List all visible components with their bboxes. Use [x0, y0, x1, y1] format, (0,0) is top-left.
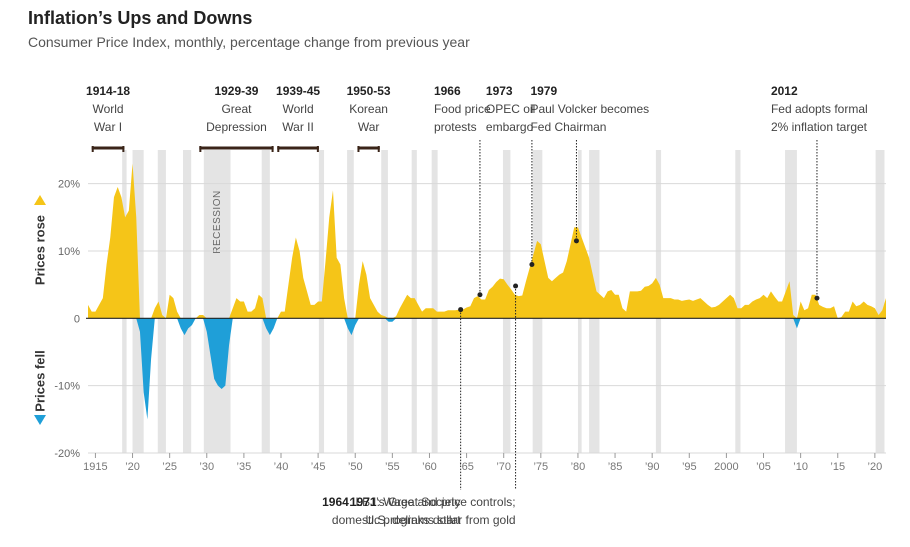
annotation-dot: [573, 238, 579, 244]
period-label: Depression: [206, 120, 267, 134]
period-label: War: [358, 120, 380, 134]
x-tick-label: ’80: [571, 461, 586, 473]
recession-band: [431, 150, 438, 453]
recession-band: [183, 150, 192, 453]
down-arrow-icon: [34, 415, 46, 425]
annotations: 1966 Food price protests 1973 OPEC oil embarg…: [322, 84, 868, 527]
annotation-dot: [458, 307, 464, 313]
annotation-year: 1979: [530, 84, 557, 98]
period-label: Korean: [349, 102, 388, 116]
annotation-text: 2% inflation target: [771, 120, 868, 134]
chart-subtitle: Consumer Price Index, monthly, percentag…: [28, 34, 470, 50]
period-year: 1950-53: [347, 84, 391, 98]
x-tick-label: ’30: [199, 461, 214, 473]
period-brackets: 1914-18 World War I 1929-39 Great Depression 1…: [86, 84, 391, 152]
x-tick-label: ’85: [608, 461, 623, 473]
annotation-text: domestic programs start: [332, 513, 461, 527]
period-year: 1929-39: [214, 84, 258, 98]
recession-band: [157, 150, 166, 453]
recession-band: [203, 150, 231, 453]
x-tick-label: ’35: [237, 461, 252, 473]
x-axis: 1915 ’20 ’25 ’30 ’35 ’40 ’45 ’50 ’55 ’60 ’65 ’70 ’75…: [83, 453, 882, 473]
x-tick-label: ’75: [533, 461, 548, 473]
x-tick-label: ’55: [385, 461, 400, 473]
annotation-text-line: : Wage and price controls;: [377, 495, 516, 509]
period-label: World: [283, 102, 314, 116]
recession-band: [735, 150, 741, 453]
y-tick-label: 10%: [58, 246, 80, 258]
recession-label: RECESSION: [212, 190, 223, 253]
annotation-dot: [529, 261, 535, 267]
annotation-text: Paul Volcker becomes: [530, 102, 649, 116]
annotation-text: Food price: [434, 102, 491, 116]
recession-band: [381, 150, 388, 453]
x-tick-label: 1915: [83, 461, 107, 473]
annotation-text: OPEC oil: [486, 102, 535, 116]
annotation-year: 1964: [322, 495, 349, 509]
period-year: 1914-18: [86, 84, 130, 98]
x-tick-label: ’15: [830, 461, 845, 473]
x-tick-label: ’20: [868, 461, 883, 473]
annotation-text: 1971: Wage and price controls;: [350, 495, 516, 509]
x-tick-label: ’45: [311, 461, 326, 473]
y-tick-label: 0: [74, 313, 80, 325]
annotation-year: 1971: [350, 495, 377, 509]
annotation-text: U.S. delinks dollar from gold: [366, 513, 516, 527]
x-tick-label: ’20: [125, 461, 140, 473]
period-label: War I: [94, 120, 122, 134]
annotation-text: protests: [434, 120, 477, 134]
period-label: Great: [221, 102, 252, 116]
annotation-text: 1964: LBJ’s Great Society: [322, 495, 461, 509]
y-axis: 20% 10% 0 -10% -20%: [54, 179, 80, 460]
x-tick-label: ’10: [793, 461, 808, 473]
annotation-text: Fed Chairman: [530, 120, 606, 134]
x-tick-label: 2000: [714, 461, 738, 473]
recession-band: [261, 150, 270, 453]
x-tick-label: ’05: [756, 461, 771, 473]
annotation-dot: [814, 295, 820, 301]
annotation-text-line: : LBJ’s Great Society: [349, 495, 461, 509]
annotation-year: 1966: [434, 84, 461, 98]
annotation-year: 2012: [771, 84, 798, 98]
recession-band: [875, 150, 885, 453]
y-tick-label: 20%: [58, 179, 80, 191]
x-tick-label: ’50: [348, 461, 363, 473]
prices-rose-label: Prices rose: [32, 215, 47, 285]
side-labels: Prices rose Prices fell: [32, 195, 47, 425]
x-tick-label: ’95: [682, 461, 697, 473]
prices-fell-label: Prices fell: [32, 350, 47, 411]
annotation-text: embargo: [486, 120, 534, 134]
x-tick-label: ’65: [459, 461, 474, 473]
y-tick-label: -20%: [54, 448, 80, 460]
recession-band: [347, 150, 354, 453]
annotation-dot: [477, 292, 483, 298]
up-arrow-icon: [34, 195, 46, 205]
period-label: World: [92, 102, 123, 116]
x-tick-label: ’25: [162, 461, 177, 473]
annotation-text: Fed adopts formal: [771, 102, 868, 116]
annotation-dot: [513, 283, 519, 289]
chart-title: Inflation’s Ups and Downs: [28, 8, 253, 28]
annotation-year: 1973: [486, 84, 513, 98]
y-tick-label: -10%: [54, 381, 80, 393]
x-tick-label: ’90: [645, 461, 660, 473]
period-year: 1939-45: [276, 84, 320, 98]
period-label: War II: [282, 120, 314, 134]
x-tick-label: ’40: [274, 461, 289, 473]
x-tick-label: ’60: [422, 461, 437, 473]
x-tick-label: ’70: [496, 461, 511, 473]
